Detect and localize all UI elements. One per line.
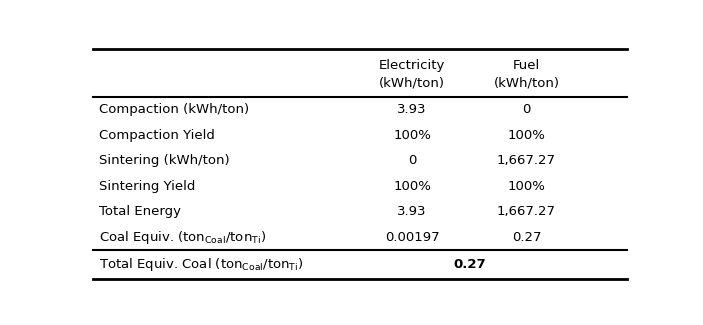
Text: Total Equiv. Coal (ton$_{\mathregular{Coal}}$/ton$_{\mathregular{Ti}}$): Total Equiv. Coal (ton$_{\mathregular{Co… <box>98 256 303 273</box>
Text: 100%: 100% <box>508 180 546 193</box>
Text: (kWh/ton): (kWh/ton) <box>379 77 445 90</box>
Text: 3.93: 3.93 <box>397 103 427 116</box>
Text: Total Energy: Total Energy <box>98 205 181 218</box>
Text: Electricity: Electricity <box>379 59 445 72</box>
Text: Sintering Yield: Sintering Yield <box>98 180 195 193</box>
Text: 100%: 100% <box>508 128 546 141</box>
Text: 1,667.27: 1,667.27 <box>497 154 556 167</box>
Text: 0.27: 0.27 <box>512 231 541 244</box>
Text: Coal Equiv. (ton$_{\mathregular{Coal}}$/ton$_{\mathregular{Ti}}$): Coal Equiv. (ton$_{\mathregular{Coal}}$/… <box>98 229 266 246</box>
Text: 0: 0 <box>408 154 416 167</box>
Text: 1,667.27: 1,667.27 <box>497 205 556 218</box>
Text: Compaction Yield: Compaction Yield <box>98 128 214 141</box>
Text: 100%: 100% <box>393 128 431 141</box>
Text: 3.93: 3.93 <box>397 205 427 218</box>
Text: Compaction (kWh/ton): Compaction (kWh/ton) <box>98 103 249 116</box>
Text: Sintering (kWh/ton): Sintering (kWh/ton) <box>98 154 229 167</box>
Text: Fuel: Fuel <box>512 59 540 72</box>
Text: 0: 0 <box>522 103 531 116</box>
Text: 0.27: 0.27 <box>453 258 486 271</box>
Text: 100%: 100% <box>393 180 431 193</box>
Text: 0.00197: 0.00197 <box>385 231 439 244</box>
Text: (kWh/ton): (kWh/ton) <box>494 77 560 90</box>
